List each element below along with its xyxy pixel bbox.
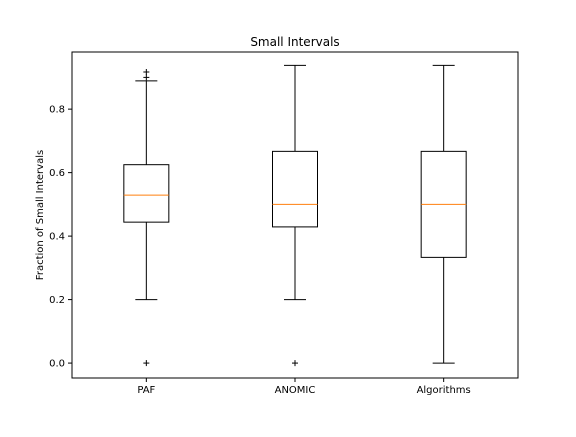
box: [123, 164, 170, 223]
outlier-marker: [143, 68, 150, 75]
y-tick-label: 0.4: [49, 232, 65, 243]
y-tick-label: 0.0: [49, 359, 65, 370]
outlier-marker: [143, 360, 150, 367]
x-tick-label: ANOMIC: [275, 385, 316, 396]
box: [272, 150, 318, 228]
outlier-marker: [143, 74, 150, 81]
outlier-marker: [292, 360, 298, 367]
y-axis-label: Fraction of Small Intervals: [35, 150, 46, 280]
y-tick-label: 0.2: [49, 295, 65, 306]
plot-frame: [71, 51, 519, 379]
x-tick-label: PAF: [137, 385, 155, 396]
x-tick-label: Algorithms: [417, 385, 471, 396]
y-tick-label: 0.8: [49, 105, 65, 116]
chart-title: Small Intervals: [250, 35, 339, 49]
y-tick-label: 0.6: [49, 168, 65, 179]
